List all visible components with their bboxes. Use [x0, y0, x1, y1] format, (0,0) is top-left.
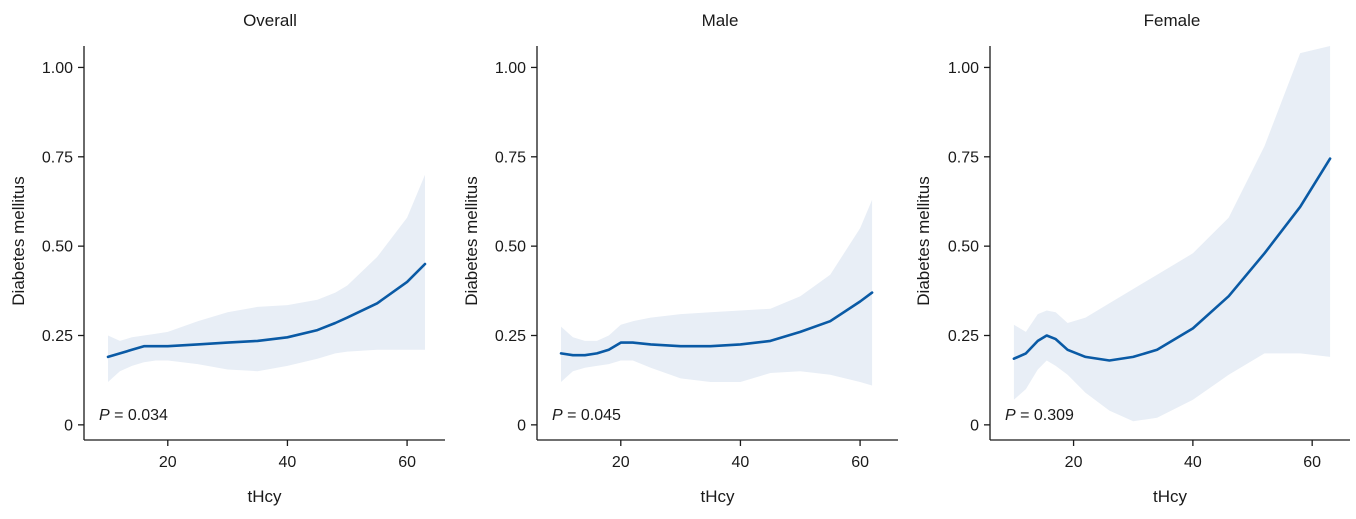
p-value-annotation: P = 0.045: [552, 407, 621, 424]
x-tick-label: 60: [398, 454, 416, 471]
series-line: [106, 262, 427, 359]
y-tick-label: 1.00: [42, 60, 73, 77]
series-line: [1012, 157, 1332, 362]
p-value-text: = 0.309: [1016, 407, 1074, 424]
y-tick-label: 0.75: [948, 149, 979, 166]
p-value-annotation: P = 0.309: [1005, 407, 1074, 424]
x-axis-label: tHcy: [248, 487, 283, 506]
x-axis-label: tHcy: [1153, 487, 1188, 506]
p-value-annotation: P = 0.034: [99, 407, 168, 424]
panel-2: 0 0.25 0.50 0.75 1.00 20 40 60 Male tHcy Diabetes …: [462, 11, 898, 506]
panel-title: Female: [1144, 11, 1201, 30]
p-value-label: P: [1005, 407, 1016, 424]
x-tick-label: 20: [612, 454, 630, 471]
p-value-text: = 0.034: [110, 407, 168, 424]
x-tick-label: 60: [1303, 454, 1321, 471]
x-tick-label: 20: [1065, 454, 1083, 471]
x-tick-label: 20: [159, 454, 177, 471]
p-value-label: P: [552, 407, 563, 424]
panel-1: 0 0.25 0.50 0.75 1.00 20 40 60 Overall tHcy Diabet…: [9, 11, 445, 506]
x-tick-label: 40: [279, 454, 297, 471]
panel-3: 0 0.25 0.50 0.75 1.00 20 40 60 Female tHcy Diabete…: [914, 11, 1350, 506]
panel-title: Male: [702, 11, 739, 30]
y-tick-label: 0: [517, 417, 526, 434]
panel-title: Overall: [243, 11, 297, 30]
p-value-text: = 0.045: [563, 407, 621, 424]
y-tick-label: 0.25: [948, 328, 979, 345]
x-tick-label: 40: [1184, 454, 1202, 471]
confidence-band: [108, 174, 425, 382]
y-tick-label: 0.75: [495, 149, 526, 166]
confidence-band: [1013, 46, 1331, 422]
y-tick-label: 0.50: [495, 239, 526, 256]
p-value-label: P: [99, 407, 110, 424]
y-axis-label: Diabetes mellitus: [914, 176, 933, 305]
y-tick-label: 0.25: [42, 328, 73, 345]
y-tick-label: 0: [970, 417, 979, 434]
x-tick-label: 40: [732, 454, 750, 471]
y-tick-label: 0.75: [42, 149, 73, 166]
y-tick-label: 0.50: [948, 239, 979, 256]
y-tick-label: 0: [64, 417, 73, 434]
y-tick-label: 0.25: [495, 328, 526, 345]
y-axis-label: Diabetes mellitus: [462, 176, 481, 305]
y-tick-label: 0.50: [42, 239, 73, 256]
y-axis-label: Diabetes mellitus: [9, 176, 28, 305]
y-tick-label: 1.00: [495, 60, 526, 77]
x-tick-label: 60: [851, 454, 869, 471]
x-axis-label: tHcy: [701, 487, 736, 506]
series-line: [559, 291, 874, 357]
y-tick-label: 1.00: [948, 60, 979, 77]
confidence-band: [561, 199, 873, 386]
